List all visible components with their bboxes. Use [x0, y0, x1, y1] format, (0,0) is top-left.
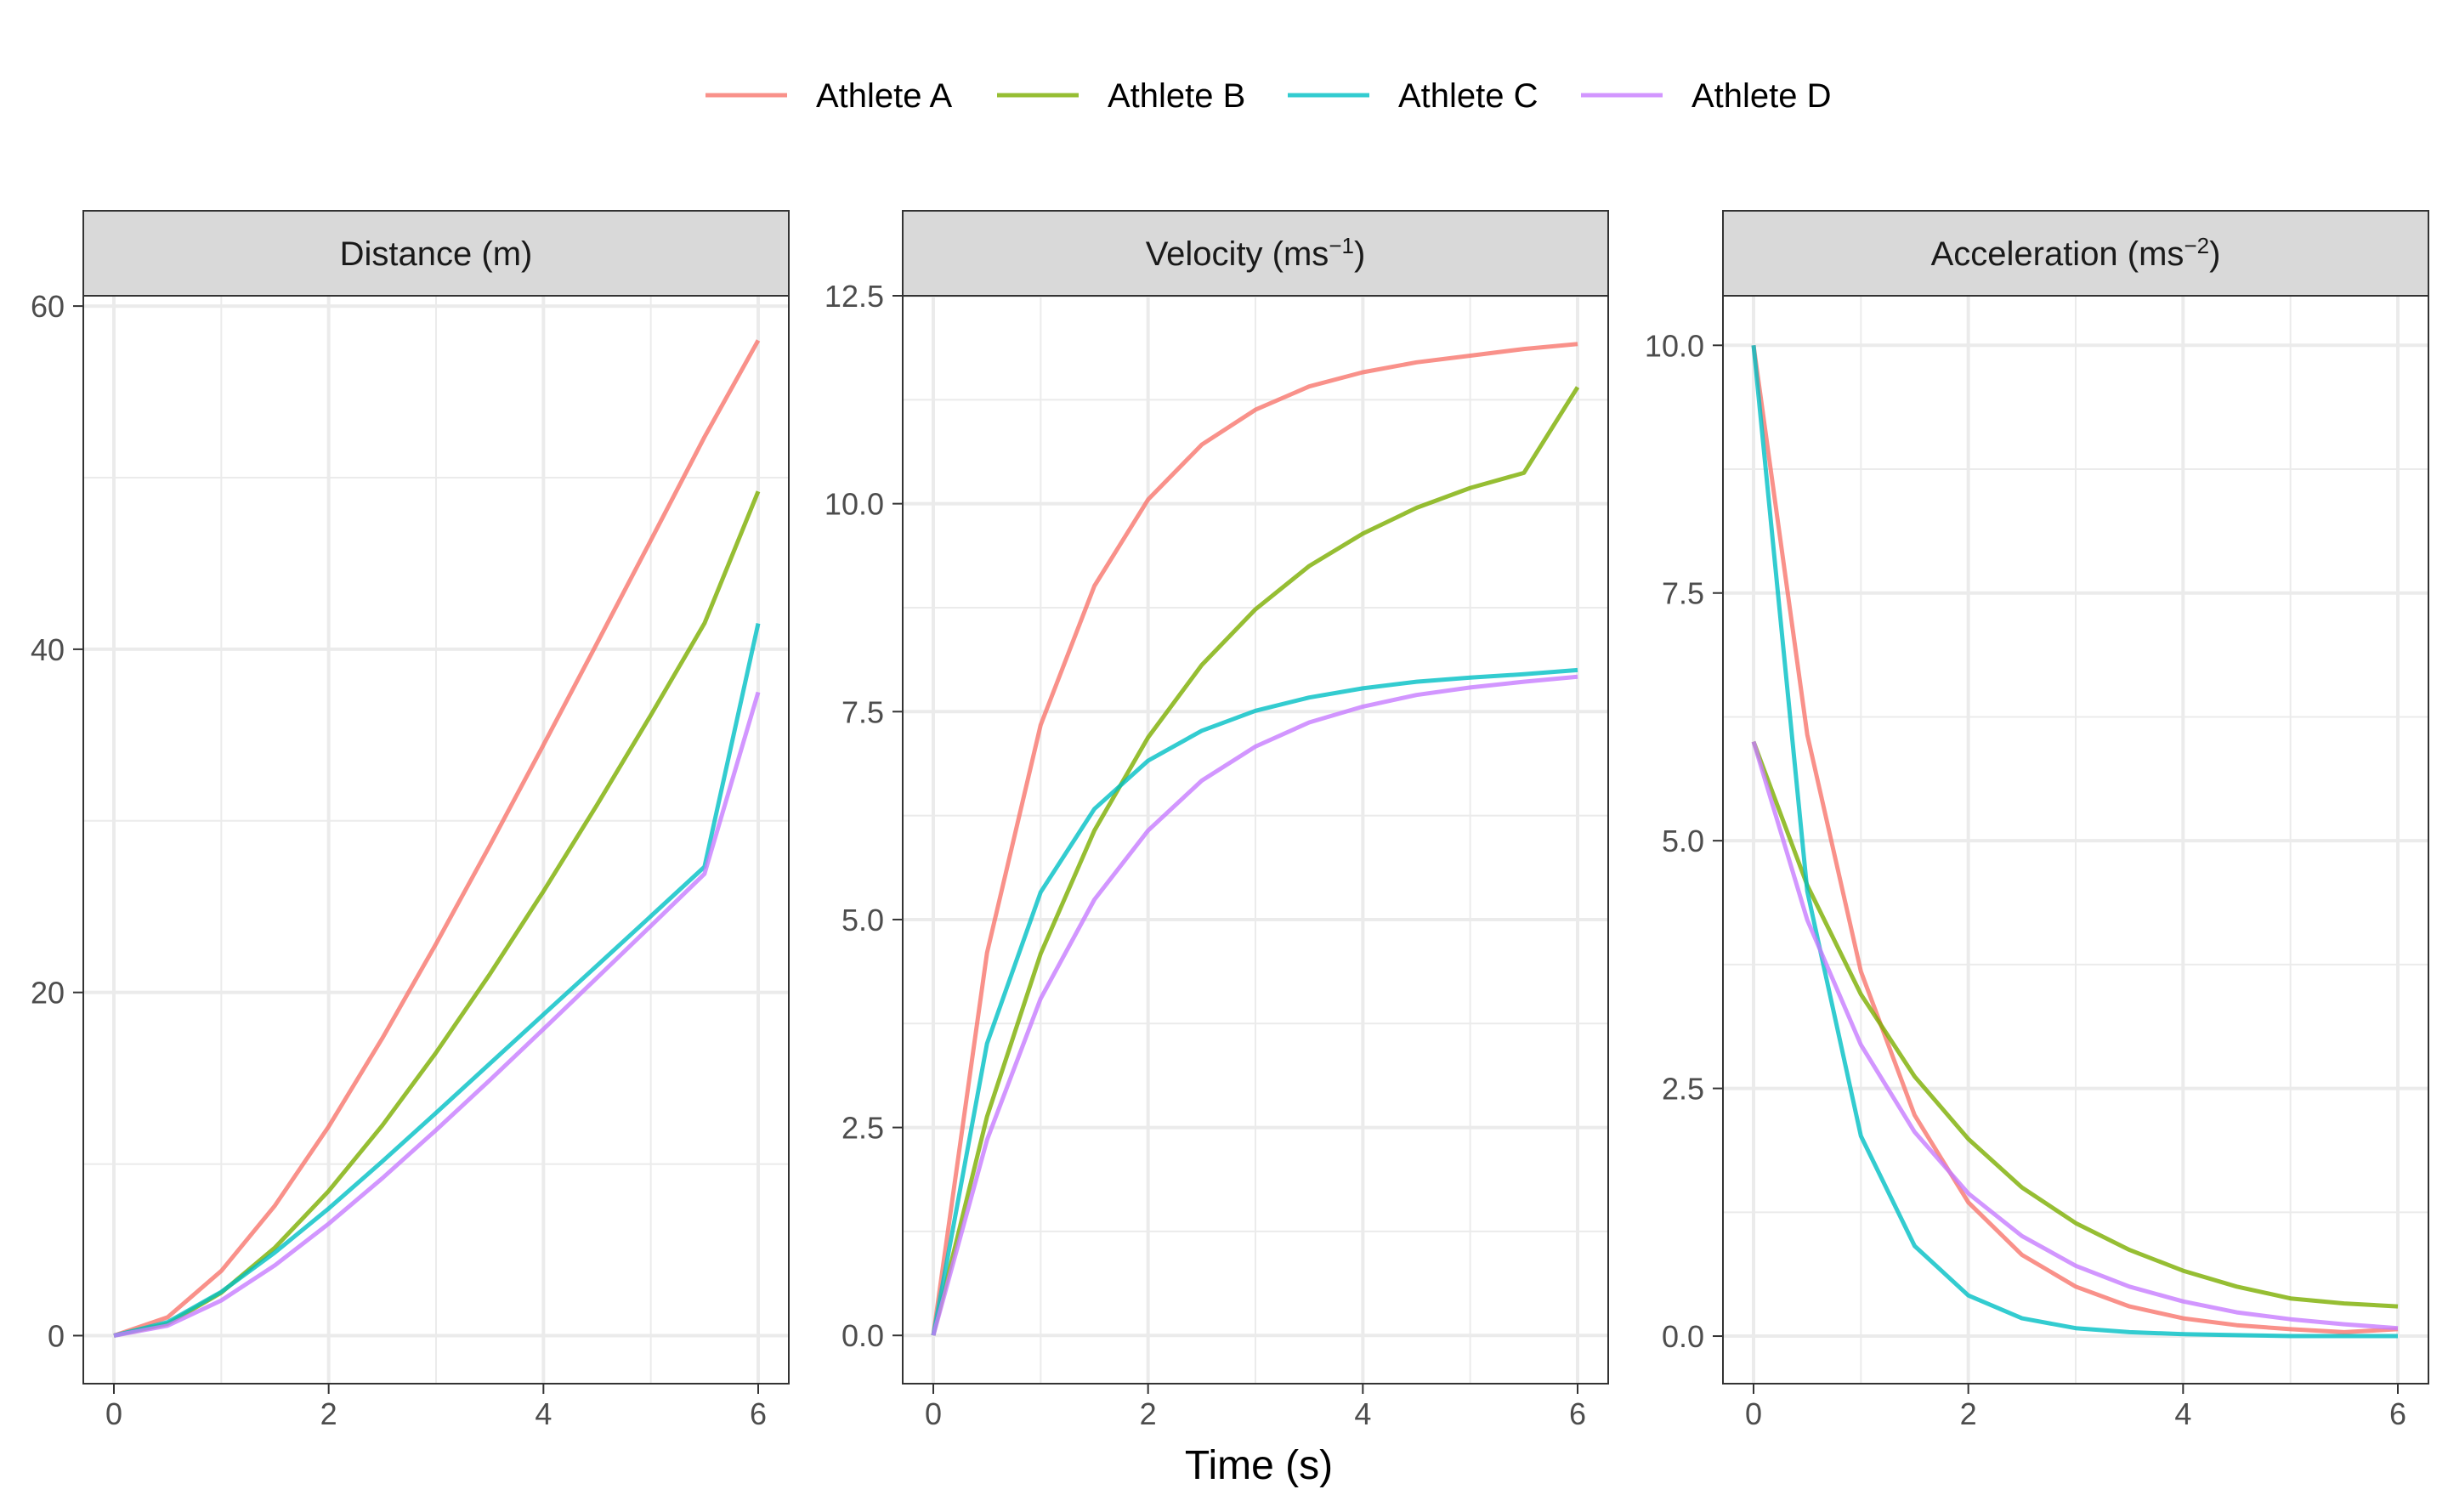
x-axis-label: Time (s)	[1185, 1443, 1333, 1488]
x-tick-label: 2	[320, 1396, 337, 1431]
series-line-athlete-d	[113, 691, 761, 1338]
legend-item-athlete-d: Athlete D	[1581, 77, 1832, 115]
series-line-athlete-a	[113, 339, 761, 1338]
x-tick-label: 2	[1140, 1396, 1157, 1431]
legend-label-athlete-c: Athlete C	[1398, 77, 1538, 115]
series-line-athlete-b	[931, 386, 1580, 1336]
y-tick-label: 40	[31, 632, 65, 667]
legend: Athlete A Athlete B Athlete C Athlete D	[706, 77, 1832, 115]
y-tick-label: 2.5	[842, 1111, 884, 1146]
y-tick-label: 10.0	[824, 487, 884, 522]
series-line-athlete-d	[1751, 740, 2399, 1331]
panel-title: Velocity (ms−1)	[1146, 233, 1366, 273]
legend-label-athlete-b: Athlete B	[1108, 77, 1245, 115]
series-line-athlete-a	[931, 342, 1578, 1336]
x-tick-label: 4	[535, 1396, 552, 1431]
series-line-athlete-c	[1751, 345, 2398, 1339]
x-tick-label: 0	[1745, 1396, 1762, 1431]
series-line-athlete-b	[1751, 740, 2399, 1309]
x-tick-label: 0	[925, 1396, 942, 1431]
legend-label-athlete-a: Athlete A	[816, 77, 952, 115]
x-tick-label: 0	[105, 1396, 122, 1431]
y-tick-label: 12.5	[824, 279, 884, 314]
series-line-athlete-d	[931, 674, 1578, 1336]
y-tick-label: 0.0	[842, 1318, 884, 1353]
series-line-athlete-c	[931, 667, 1578, 1336]
series-line-athlete-c	[113, 623, 761, 1338]
legend-item-athlete-b: Athlete B	[997, 77, 1245, 115]
panel-title: Distance (m)	[340, 235, 533, 273]
y-tick-label: 10.0	[1645, 328, 1704, 363]
y-tick-label: 7.5	[842, 694, 884, 729]
strip-background	[1722, 210, 2429, 297]
panel-acceleration-ms: Acceleration (ms−2) 0 2 4 6 0.0 2.5 5.0 7.5 10.0	[1645, 210, 2429, 1431]
legend-item-athlete-c: Athlete C	[1288, 77, 1538, 115]
y-tick-label: 0.0	[1662, 1319, 1704, 1354]
y-tick-label: 5.0	[842, 903, 884, 937]
legend-item-athlete-a: Athlete A	[706, 77, 952, 115]
strip-background	[82, 210, 790, 297]
y-tick-label: 2.5	[1662, 1072, 1704, 1107]
y-tick-label: 20	[31, 976, 65, 1011]
y-tick-label: 60	[31, 289, 65, 324]
x-tick-label: 6	[1569, 1396, 1586, 1431]
y-tick-label: 5.0	[1662, 824, 1704, 858]
series-line-athlete-a	[1751, 344, 2399, 1334]
x-tick-label: 2	[1960, 1396, 1977, 1431]
panel-title: Acceleration (ms−2)	[1931, 233, 2221, 273]
legend-label-athlete-d: Athlete D	[1692, 77, 1832, 115]
panel-velocity-ms: Velocity (ms−1) 0 2 4 6 0.0 2.5 5.0 7.5 10.0 12.5	[824, 210, 1609, 1431]
y-tick-label: 0	[48, 1318, 65, 1353]
x-tick-label: 6	[2389, 1396, 2406, 1431]
x-tick-label: 4	[1354, 1396, 1371, 1431]
strip-background	[902, 210, 1609, 297]
y-tick-label: 7.5	[1662, 576, 1704, 611]
x-tick-label: 6	[750, 1396, 767, 1431]
x-tick-label: 4	[2174, 1396, 2191, 1431]
